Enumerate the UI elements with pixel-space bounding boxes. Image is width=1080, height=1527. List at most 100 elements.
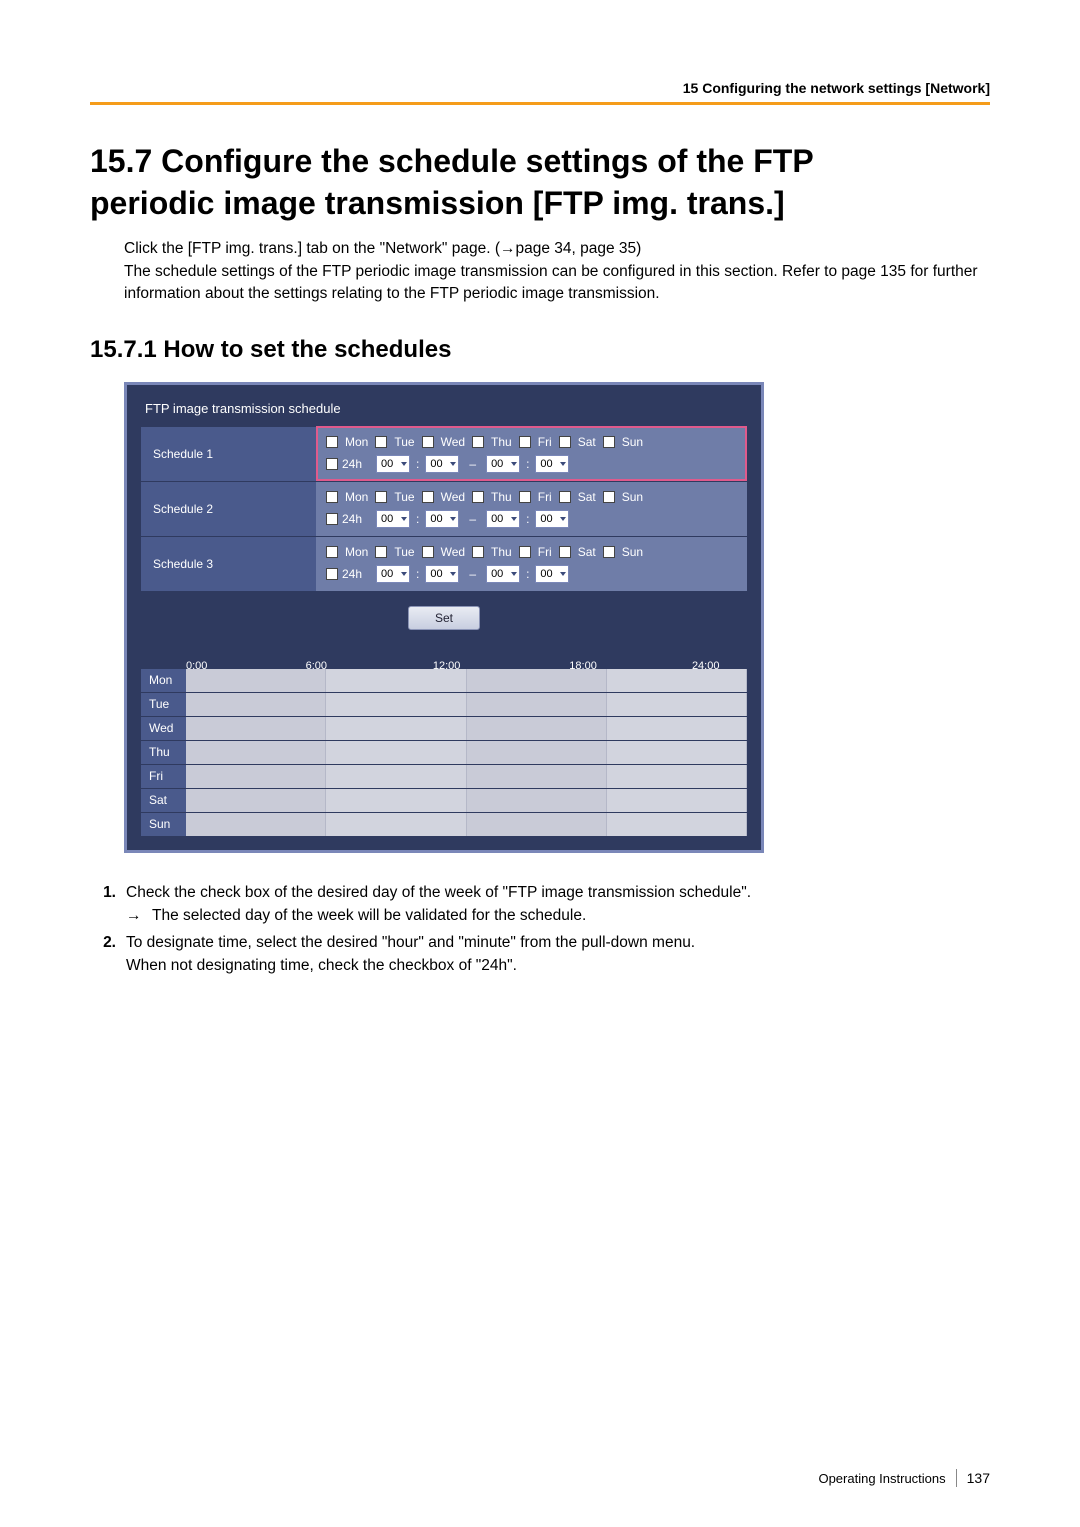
time-select[interactable]: 00: [535, 565, 569, 583]
day-label: Sun: [622, 435, 643, 449]
day-checkbox[interactable]: [603, 546, 615, 558]
day-checkbox[interactable]: [472, 491, 484, 503]
day-checkbox[interactable]: [422, 491, 434, 503]
timeline-label: 24:00: [692, 660, 720, 672]
week-day-label: Thu: [141, 740, 186, 764]
24h-checkbox[interactable]: [326, 513, 338, 525]
time-select[interactable]: 00: [425, 455, 459, 473]
timeline-cell: [186, 813, 326, 836]
day-checkbox[interactable]: [559, 491, 571, 503]
set-button[interactable]: Set: [408, 606, 480, 630]
schedule-controls: MonTueWedThuFriSatSun24h00:00–00:00: [316, 481, 747, 536]
chevron-down-icon: [401, 462, 407, 466]
timeline-cell: [326, 669, 466, 692]
day-checkbox[interactable]: [422, 546, 434, 558]
timeline-cell: [607, 669, 747, 692]
day-checkbox[interactable]: [519, 491, 531, 503]
week-row: Fri: [141, 764, 747, 788]
colon: :: [524, 512, 531, 526]
chevron-down-icon: [511, 572, 517, 576]
week-row: Thu: [141, 740, 747, 764]
schedule-label: Schedule 2: [141, 481, 316, 536]
title-line-2: periodic image transmission [FTP img. tr…: [90, 185, 785, 221]
time-select[interactable]: 00: [486, 510, 520, 528]
chevron-down-icon: [560, 462, 566, 466]
day-checkbox[interactable]: [603, 491, 615, 503]
range-dash: –: [463, 567, 482, 581]
day-checkbox[interactable]: [472, 436, 484, 448]
step-2-text-a: To designate time, select the desired "h…: [126, 934, 695, 951]
chevron-down-icon: [450, 517, 456, 521]
day-checkbox[interactable]: [375, 436, 387, 448]
running-header: 15 Configuring the network settings [Net…: [90, 80, 990, 96]
day-checkbox[interactable]: [559, 546, 571, 558]
week-row: Sat: [141, 788, 747, 812]
timeline-cell: [186, 765, 326, 788]
range-dash: –: [463, 512, 482, 526]
schedule-controls: MonTueWedThuFriSatSun24h00:00–00:00: [316, 536, 747, 591]
footer-separator: [956, 1469, 957, 1487]
schedule-table: Schedule 1MonTueWedThuFriSatSun24h00:00–…: [141, 426, 747, 592]
day-label: Sat: [578, 545, 596, 559]
day-checkbox[interactable]: [326, 546, 338, 558]
week-day-label: Sun: [141, 812, 186, 836]
week-timeline: [186, 716, 747, 740]
day-checkbox[interactable]: [326, 436, 338, 448]
timeline-cell: [467, 813, 607, 836]
timeline-cell: [467, 789, 607, 812]
day-label: Sat: [578, 435, 596, 449]
week-day-label: Tue: [141, 692, 186, 716]
footer-doc-title: Operating Instructions: [818, 1471, 945, 1486]
timeline: 0:006:0012:0018:0024:00 MonTueWedThuFriS…: [141, 646, 747, 836]
24h-label: 24h: [342, 457, 362, 471]
day-label: Sun: [622, 490, 643, 504]
step-1-sub: The selected day of the week will be val…: [152, 907, 586, 924]
time-select[interactable]: 00: [535, 455, 569, 473]
schedule-label: Schedule 3: [141, 536, 316, 591]
time-select[interactable]: 00: [535, 510, 569, 528]
day-label: Tue: [394, 545, 414, 559]
chevron-down-icon: [560, 517, 566, 521]
week-day-label: Sat: [141, 788, 186, 812]
24h-label: 24h: [342, 567, 362, 581]
week-day-label: Wed: [141, 716, 186, 740]
page-footer: Operating Instructions 137: [818, 1469, 990, 1487]
day-checkbox[interactable]: [375, 491, 387, 503]
timeline-cell: [326, 741, 466, 764]
day-checkbox[interactable]: [519, 546, 531, 558]
day-label: Mon: [345, 545, 368, 559]
day-checkbox[interactable]: [422, 436, 434, 448]
time-select[interactable]: 00: [486, 565, 520, 583]
intro-line-1: Click the [FTP img. trans.] tab on the "…: [124, 240, 641, 257]
day-label: Tue: [394, 435, 414, 449]
day-checkbox[interactable]: [375, 546, 387, 558]
timeline-header: 0:006:0012:0018:0024:00: [141, 646, 747, 668]
time-select[interactable]: 00: [376, 455, 410, 473]
day-checkbox[interactable]: [472, 546, 484, 558]
time-select[interactable]: 00: [376, 510, 410, 528]
day-label: Wed: [441, 545, 465, 559]
24h-checkbox[interactable]: [326, 568, 338, 580]
timeline-cell: [326, 693, 466, 716]
step-number: 1.: [90, 881, 116, 928]
time-select[interactable]: 00: [486, 455, 520, 473]
timeline-cell: [467, 765, 607, 788]
24h-checkbox[interactable]: [326, 458, 338, 470]
day-checkbox[interactable]: [603, 436, 615, 448]
step-2-text-b: When not designating time, check the che…: [126, 957, 517, 974]
chevron-down-icon: [450, 572, 456, 576]
panel-title: FTP image transmission schedule: [141, 395, 747, 426]
title-line-1: 15.7 Configure the schedule settings of …: [90, 143, 814, 179]
time-select[interactable]: 00: [425, 565, 459, 583]
chevron-down-icon: [401, 572, 407, 576]
day-checkbox[interactable]: [559, 436, 571, 448]
footer-page-number: 137: [967, 1470, 990, 1486]
colon: :: [524, 567, 531, 581]
time-select[interactable]: 00: [376, 565, 410, 583]
day-checkbox[interactable]: [326, 491, 338, 503]
chevron-down-icon: [560, 572, 566, 576]
day-label: Thu: [491, 435, 512, 449]
time-select[interactable]: 00: [425, 510, 459, 528]
timeline-cell: [607, 813, 747, 836]
day-checkbox[interactable]: [519, 436, 531, 448]
